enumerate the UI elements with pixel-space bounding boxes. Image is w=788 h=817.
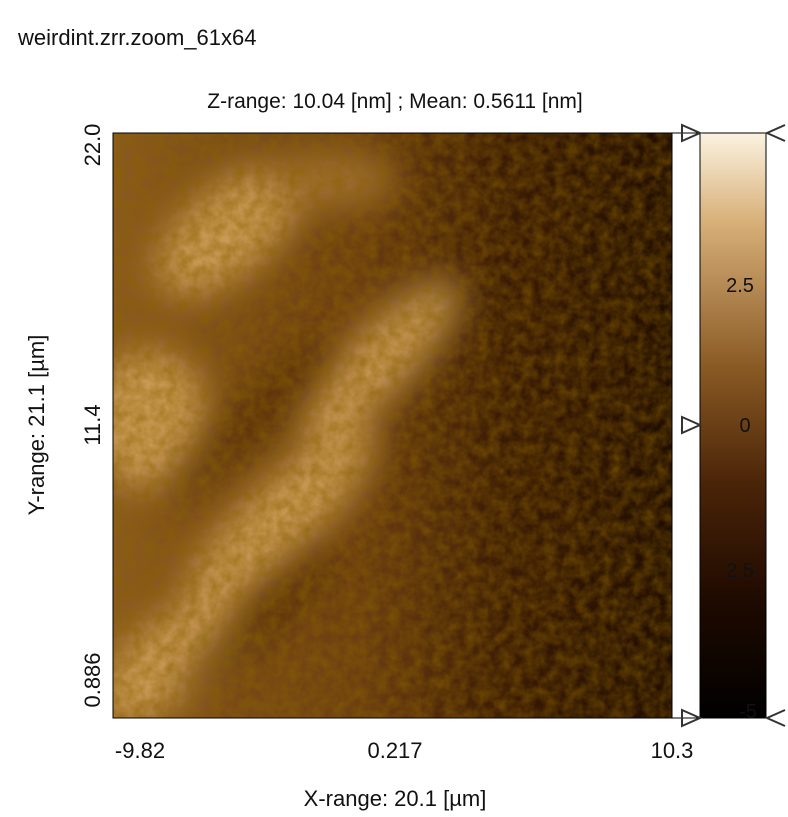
y-axis-label: Y-range: 21.1 [µm] xyxy=(24,335,49,516)
x-tick-label: -9.82 xyxy=(115,738,165,763)
colorbar-scale xyxy=(700,133,766,718)
subtitle: Z-range: 10.04 [nm] ; Mean: 0.5611 [nm] xyxy=(207,90,582,113)
x-tick-label: 10.3 xyxy=(651,738,694,763)
colorbar-tick-label: -5 xyxy=(739,701,757,723)
y-tick-label: 22.0 xyxy=(80,124,105,167)
colorbar-tick-label: 0 xyxy=(739,415,750,437)
y-axis: 22.0 11.4 0.886 Y-range: 21.1 [µm] xyxy=(24,124,105,708)
colorbar-tick-label: 2.5 xyxy=(726,275,754,297)
x-axis: -9.82 0.217 10.3 X-range: 20.1 [µm] xyxy=(115,738,693,811)
title: weirdint.zrr.zoom_61x64 xyxy=(17,25,256,50)
colorbar-tick-label: 2.5 xyxy=(726,560,754,582)
colorbar: 2.5 0 2.5 -5 xyxy=(672,125,785,726)
screenshot: weirdint.zrr.zoom_61x64 Z-range: 10.04 [… xyxy=(0,0,788,817)
colorbar-margin xyxy=(672,133,700,718)
afm-image xyxy=(75,133,672,748)
x-axis-label: X-range: 20.1 [µm] xyxy=(304,786,487,811)
x-tick-label: 0.217 xyxy=(367,738,422,763)
y-tick-label: 11.4 xyxy=(80,404,105,445)
y-tick-label: 0.886 xyxy=(80,652,105,707)
